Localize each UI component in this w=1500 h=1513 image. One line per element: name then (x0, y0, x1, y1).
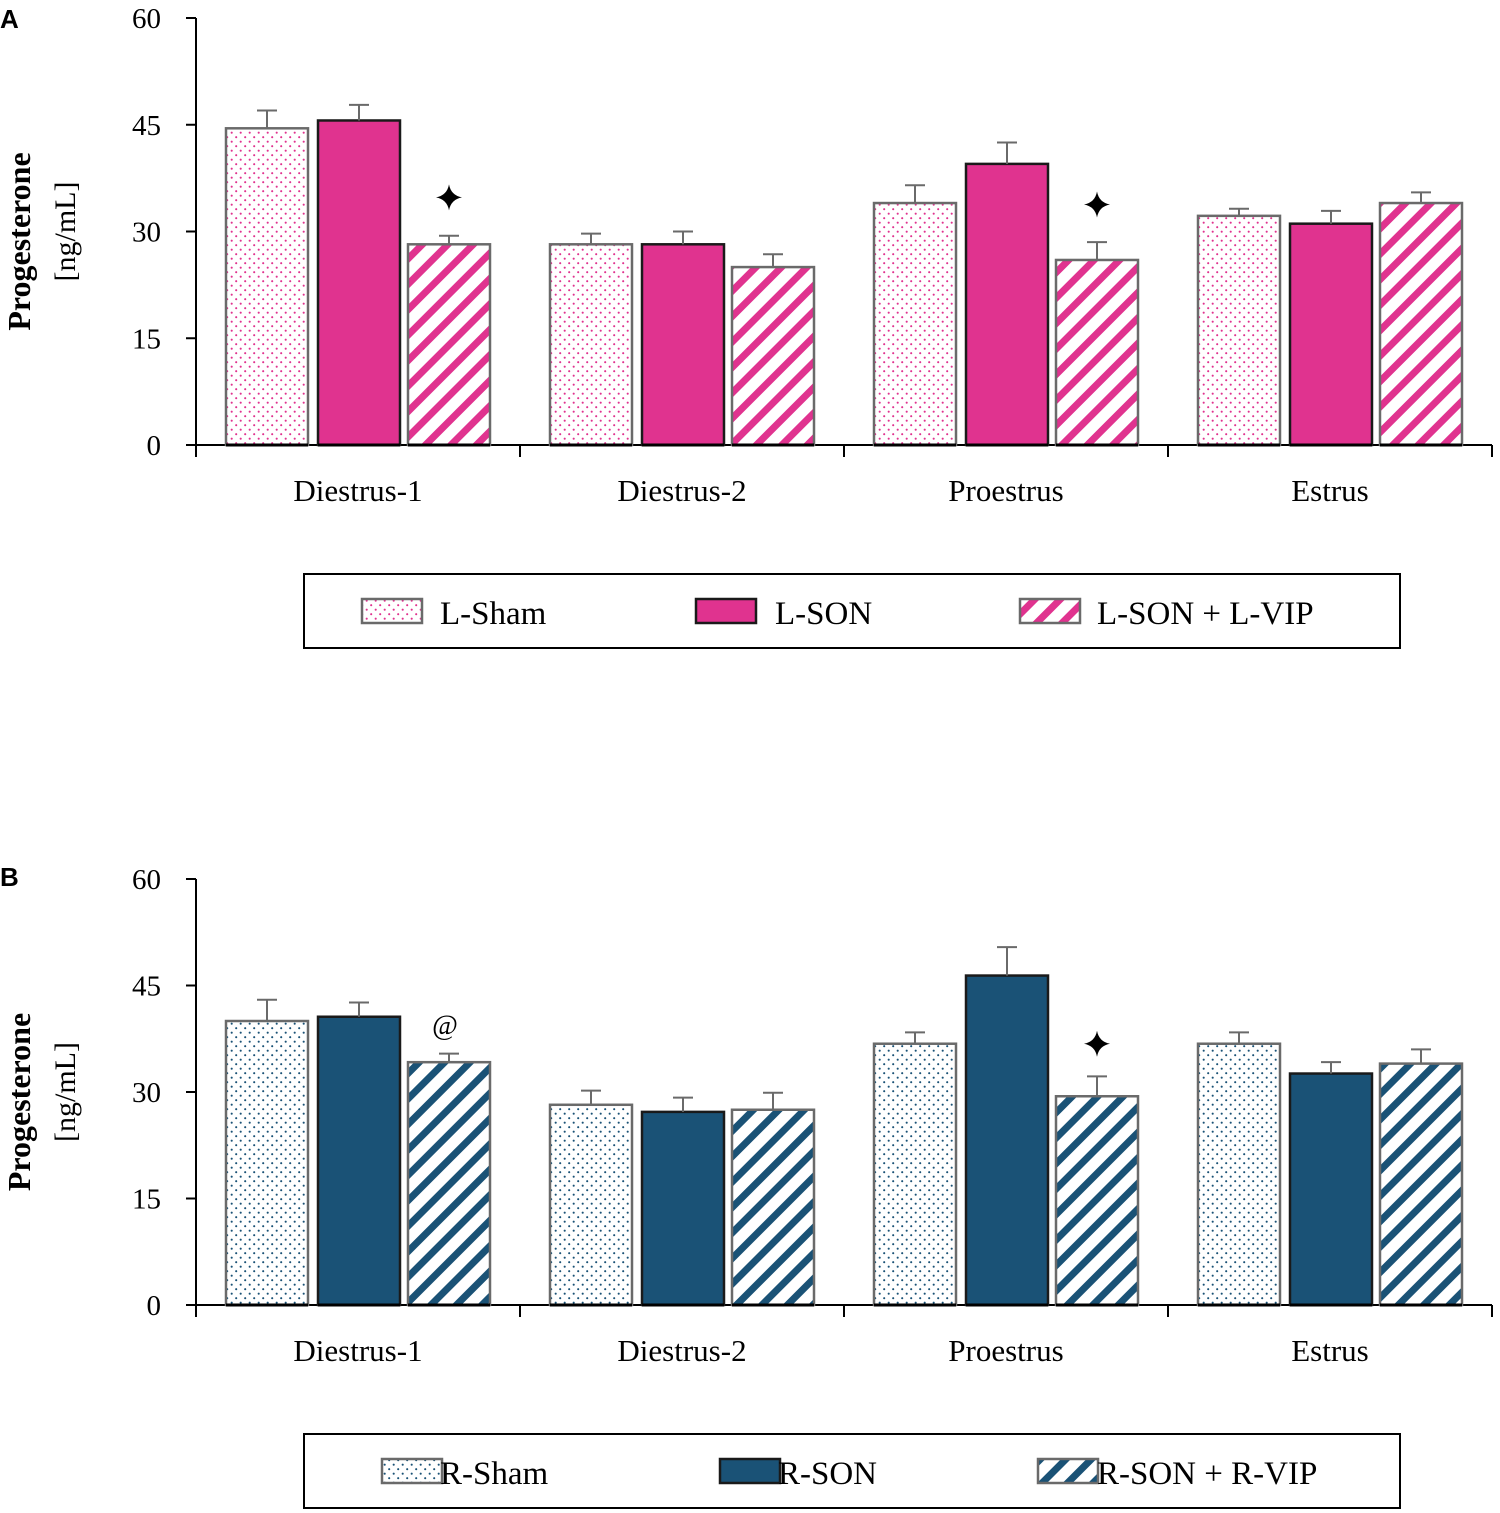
y-tick-label: 15 (132, 1184, 161, 1216)
x-category-label: Diestrus-1 (293, 473, 422, 508)
y-tick-label: 30 (132, 1077, 161, 1109)
bar (964, 974, 1050, 1307)
bar (1196, 214, 1282, 447)
panel-letter: B (0, 862, 19, 892)
significance-diamond-icon (1084, 191, 1110, 218)
bar (316, 119, 402, 447)
bar (224, 1019, 310, 1307)
panel-letter: A (0, 4, 19, 34)
bar (1196, 1042, 1282, 1307)
bar (548, 243, 634, 447)
y-axis-unit: [ng/mL] (49, 182, 82, 282)
x-category-label: Diestrus-2 (617, 473, 746, 508)
bar (406, 1060, 492, 1307)
bar (964, 162, 1050, 447)
bar (1378, 201, 1464, 447)
bar (1378, 1062, 1464, 1307)
y-tick-label: 45 (132, 110, 161, 142)
panel-B: B Progesterone [ng/mL] 0 15 30 45 60 Diestrus-1 D… (0, 862, 1493, 1509)
y-tick-label: 60 (132, 864, 161, 896)
y-axis-label: Progesterone (1, 1013, 37, 1191)
bar (316, 1015, 402, 1307)
legend: L-Sham L-SON L-SON + L-VIP (303, 573, 1401, 649)
bar (1054, 258, 1140, 447)
x-category-label: Proestrus (948, 1333, 1063, 1368)
legend-label: L-Sham (440, 596, 547, 632)
bar (1288, 1072, 1374, 1307)
x-category-label: Diestrus-2 (617, 1333, 746, 1368)
legend: R-Sham R-SON R-SON + R-VIP (303, 1433, 1401, 1509)
legend-label: L-SON (775, 596, 872, 632)
y-tick-label: 0 (147, 1290, 162, 1322)
bar (640, 1110, 726, 1307)
significance-annotation: @ (432, 1011, 458, 1042)
legend-swatch (718, 1457, 782, 1485)
legend-swatch (1018, 597, 1082, 625)
legend-box (303, 573, 1401, 649)
y-tick-label: 30 (132, 217, 161, 249)
bar (730, 265, 816, 447)
bar (224, 127, 310, 447)
bar (1288, 222, 1374, 447)
x-category-label: Proestrus (948, 473, 1063, 508)
bar (1054, 1095, 1140, 1307)
y-axis-unit: [ng/mL] (49, 1042, 82, 1142)
legend-label: R-SON + R-VIP (1097, 1456, 1317, 1492)
y-tick-label: 60 (132, 3, 161, 35)
bar (406, 243, 492, 447)
panel-A: A Progesterone [ng/mL] 0 15 30 45 60 Diestrus-1 D… (0, 3, 1493, 649)
bar (548, 1103, 634, 1307)
x-category-label: Estrus (1291, 1333, 1369, 1368)
y-tick-label: 0 (147, 430, 162, 462)
legend-label: R-Sham (440, 1456, 549, 1492)
y-tick-label: 45 (132, 971, 161, 1003)
legend-box (303, 1433, 1401, 1509)
bar (730, 1108, 816, 1307)
significance-diamond-icon (1084, 1030, 1110, 1057)
bar (872, 201, 958, 447)
x-category-label: Diestrus-1 (293, 1333, 422, 1368)
y-axis-label: Progesterone (1, 152, 37, 330)
legend-swatch (360, 597, 424, 625)
y-tick-label: 15 (132, 323, 161, 355)
bar (872, 1042, 958, 1307)
legend-label: R-SON (778, 1456, 877, 1492)
legend-swatch (1036, 1457, 1100, 1485)
legend-label: L-SON + L-VIP (1097, 596, 1314, 632)
legend-swatch (694, 597, 758, 625)
legend-swatch (380, 1457, 444, 1485)
x-category-label: Estrus (1291, 473, 1369, 508)
significance-diamond-icon (436, 184, 462, 211)
bar (640, 243, 726, 447)
